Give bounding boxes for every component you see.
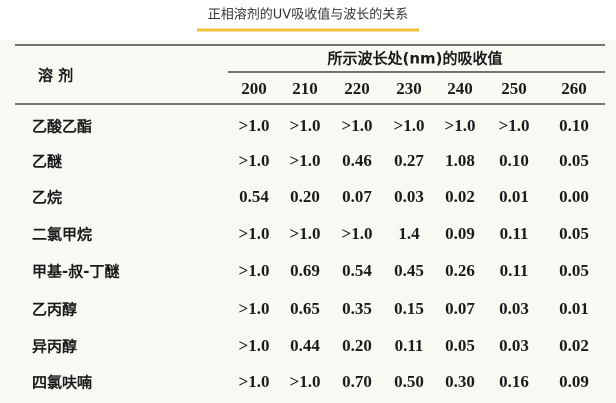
absorbance-cell: 0.09 [559, 372, 589, 391]
absorbance-cell: 0.54 [342, 261, 372, 280]
absorbance-cell: 0.70 [342, 372, 372, 391]
title: 正相溶剂的UV吸收值与波长的关系 [208, 7, 408, 23]
column-header: 200 [241, 79, 267, 98]
absorbance-cell: 0.46 [342, 151, 372, 170]
solvent-name: 甲基-叔-丁醚 [32, 263, 119, 281]
absorbance-cell: >1.0 [290, 224, 321, 243]
absorbance-cell: 0.07 [342, 187, 372, 206]
absorbance-cell: >1.0 [239, 261, 270, 280]
solvent-name: 乙丙醇 [32, 301, 77, 319]
solvent-name: 异丙醇 [32, 338, 77, 356]
absorbance-cell: >1.0 [239, 299, 270, 318]
absorbance-cell: 0.11 [500, 224, 529, 243]
absorbance-cell: 0.05 [559, 261, 589, 280]
absorbance-cell: 0.50 [394, 372, 424, 391]
absorbance-cell: >1.0 [239, 224, 270, 243]
absorbance-cell: 0.11 [395, 336, 424, 355]
absorbance-cell: 0.44 [290, 336, 320, 355]
absorbance-cell: 0.09 [445, 224, 475, 243]
group-header: 所示波长处(nm)的吸收值 [327, 50, 502, 68]
absorbance-cell: >1.0 [239, 151, 270, 170]
column-header: 250 [501, 79, 527, 98]
solvent-name: 乙醚 [32, 153, 62, 171]
absorbance-cell: >1.0 [239, 372, 270, 391]
absorbance-cell: 0.02 [445, 187, 475, 206]
absorbance-cell: 0.03 [394, 187, 424, 206]
absorbance-cell: 0.16 [499, 372, 529, 391]
absorbance-cell: >1.0 [290, 372, 321, 391]
absorbance-cell: 0.15 [394, 299, 424, 318]
absorbance-cell: 0.10 [499, 151, 529, 170]
column-header: 210 [292, 79, 318, 98]
absorbance-cell: 0.20 [342, 336, 372, 355]
solvent-name: 乙烷 [32, 189, 62, 207]
absorbance-cell: 0.20 [290, 187, 320, 206]
absorbance-cell: >1.0 [445, 116, 476, 135]
absorbance-cell: 0.00 [559, 187, 589, 206]
absorbance-cell: 0.69 [290, 261, 320, 280]
absorbance-cell: >1.0 [394, 116, 425, 135]
absorbance-cell: 0.05 [559, 224, 589, 243]
table-photo [0, 40, 616, 403]
column-header: 240 [447, 79, 473, 98]
absorbance-cell: 0.03 [499, 336, 529, 355]
column-header: 230 [396, 79, 422, 98]
absorbance-cell: 0.05 [445, 336, 475, 355]
absorbance-cell: 0.54 [239, 187, 269, 206]
solvent-name: 二氯甲烷 [32, 226, 92, 244]
absorbance-cell: 0.27 [394, 151, 424, 170]
absorbance-cell: 0.01 [499, 187, 529, 206]
absorbance-cell: 0.10 [559, 116, 589, 135]
absorbance-cell: >1.0 [239, 116, 270, 135]
absorbance-cell: 0.05 [559, 151, 589, 170]
column-header: 220 [344, 79, 370, 98]
absorbance-cell: >1.0 [342, 116, 373, 135]
absorbance-cell: >1.0 [499, 116, 530, 135]
solvent-name: 乙酸乙酯 [32, 118, 92, 136]
absorbance-cell: 0.26 [445, 261, 475, 280]
absorbance-cell: 1.08 [445, 151, 475, 170]
absorbance-cell: 0.01 [559, 299, 589, 318]
absorbance-cell: 0.30 [445, 372, 475, 391]
solvent-header: 溶 剂 [38, 67, 73, 85]
absorbance-cell: 0.35 [342, 299, 372, 318]
absorbance-cell: 1.4 [398, 224, 420, 243]
absorbance-cell: 0.11 [500, 261, 529, 280]
absorbance-cell: 0.45 [394, 261, 424, 280]
absorbance-cell: 0.07 [445, 299, 475, 318]
absorbance-cell: 0.65 [290, 299, 320, 318]
absorbance-cell: 0.03 [499, 299, 529, 318]
column-header: 260 [561, 79, 587, 98]
absorbance-cell: >1.0 [239, 336, 270, 355]
absorbance-cell: >1.0 [290, 116, 321, 135]
absorbance-cell: >1.0 [342, 224, 373, 243]
solvent-name: 四氯呋喃 [32, 374, 92, 392]
absorbance-cell: 0.02 [559, 336, 589, 355]
absorbance-cell: >1.0 [290, 151, 321, 170]
